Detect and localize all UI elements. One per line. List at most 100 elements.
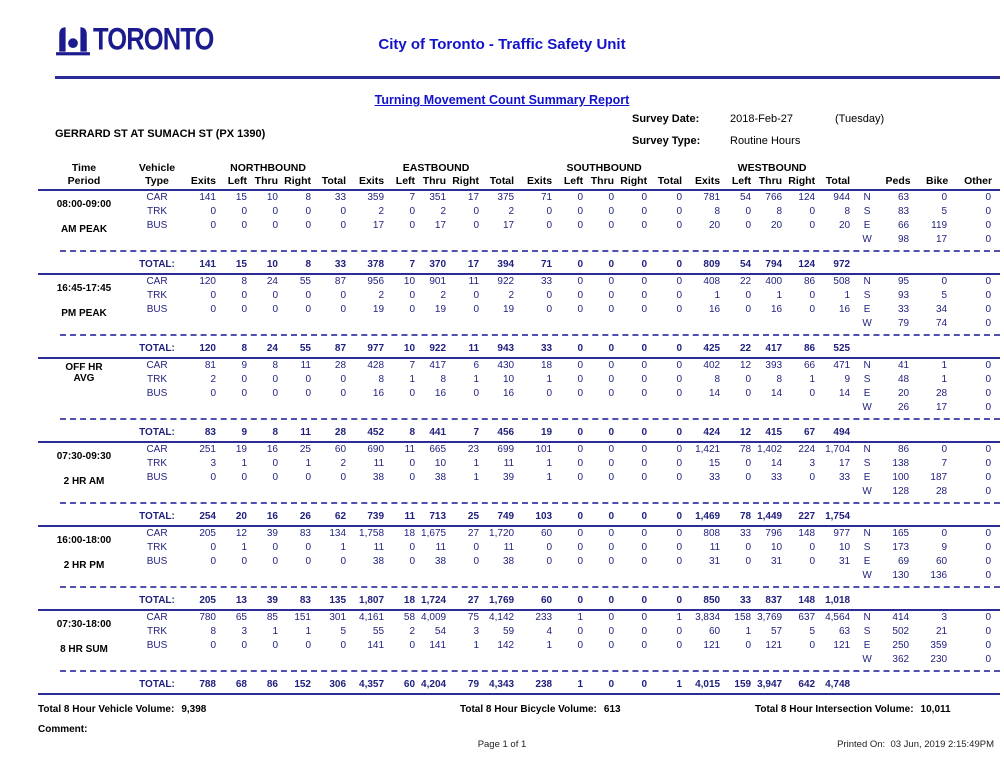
count-cell: 4,142 (489, 612, 515, 623)
table-row: OFF HR AVG CAR 81 9 8 11 28 428 7 417 6 430 18 0 0 0 0 402… (38, 358, 1000, 384)
total-row: TOTAL: 205 13 39 83 135 1,807 18 1,724 27 1,769 60 0… (38, 592, 1001, 611)
intersection-location: GERRARD ST AT SUMACH ST (PX 1390) (55, 128, 266, 140)
count-cell (352, 400, 390, 414)
count-cell: 417 (429, 360, 447, 371)
peds-cell: 250 (892, 639, 910, 651)
count-cell: 665 (429, 444, 447, 455)
count-cell: 9 (844, 373, 851, 385)
count-cell (253, 400, 284, 414)
count-cell: 0 (608, 387, 615, 399)
count-cell: 3 (241, 625, 247, 637)
total-count-cell: 16 (253, 508, 284, 527)
count-cell (558, 568, 589, 582)
total-time-cell (38, 256, 130, 275)
direction-cell: W (862, 401, 872, 413)
table-row: TRK 0 0 0 0 0 2 0 2 0 2 0 0 0 0 0 1 0 1 0 1 S 93 5 0 (38, 288, 1000, 302)
count-cell: 1 (546, 457, 553, 469)
peds-cell: 33 (897, 303, 910, 315)
count-cell: 0 (305, 219, 311, 231)
total-count-cell: 794 (757, 256, 789, 275)
vehicle-type-cell: CAR (146, 192, 168, 203)
other-cell: 0 (985, 373, 992, 385)
count-cell: 0 (305, 205, 311, 217)
count-cell (317, 484, 352, 498)
count-cell: 0 (608, 289, 615, 301)
table-row: W 79 74 0 (38, 316, 1000, 330)
count-cell: 0 (608, 444, 615, 455)
other-cell: 0 (985, 555, 992, 567)
col-header-total: Total (821, 175, 857, 191)
city-hall-icon (55, 22, 91, 58)
time-period-name: PM PEAK (61, 308, 107, 319)
count-cell (184, 568, 222, 582)
count-cell: 4,564 (825, 612, 851, 623)
other-cell: 0 (985, 569, 992, 581)
count-cell (726, 316, 757, 330)
total-count-cell: 11 (284, 424, 317, 443)
count-cell: 11 (503, 541, 515, 553)
count-cell: 0 (641, 360, 648, 371)
peds-cell: 41 (897, 360, 910, 371)
peds-cell: 48 (897, 373, 910, 385)
count-cell: 0 (272, 471, 278, 483)
table-row: BUS 0 0 0 0 0 19 0 19 0 19 0 0 0 0 0 16 0 16 0 16 E 33 34 0 (38, 302, 1000, 316)
count-cell: 0 (641, 528, 648, 539)
total-count-cell: 809 (688, 256, 727, 275)
other-cell: 0 (985, 387, 992, 399)
count-cell: 0 (676, 276, 683, 287)
count-cell (452, 568, 485, 582)
other-cell: 0 (985, 625, 992, 637)
count-cell: 0 (641, 205, 648, 217)
direction-cell: W (862, 653, 872, 665)
time-period-name: 8 HR SUM (60, 644, 108, 655)
spacer-header (878, 161, 918, 175)
direction-cell: S (863, 373, 871, 385)
count-cell (788, 316, 821, 330)
table-row: 08:00-09:00 AM PEAK CAR 141 15 10 8 33 359 7 351 17… (38, 190, 1000, 235)
direction-cell: E (863, 555, 871, 567)
vehicle-type-cell: BUS (146, 219, 168, 231)
direction-cell: E (863, 219, 871, 231)
count-cell: 121 (833, 639, 851, 651)
table-row: TRK 2 0 0 0 0 8 1 8 1 10 1 0 0 0 0 8 0 8 1 9 S 48 1 0 (38, 372, 1000, 386)
count-cell: 33 (739, 528, 752, 539)
count-cell: 11 (373, 457, 385, 469)
table-row: 16:00-18:00 2 HR PM CAR 205 12 39 83 134 1,758 18… (38, 526, 1000, 571)
col-header-left: Left (222, 175, 253, 191)
count-cell (184, 232, 222, 246)
total-side-cell (956, 508, 1001, 527)
total-count-cell: 0 (558, 424, 590, 443)
vehicle-type-cell (130, 652, 184, 666)
count-cell (421, 484, 452, 498)
count-cell: 0 (676, 289, 683, 301)
col-header-total: Total (317, 175, 353, 191)
total-count-cell: 4,204 (421, 676, 453, 695)
count-cell: 0 (210, 289, 216, 301)
total-count-cell: 0 (620, 424, 654, 443)
count-cell: 17 (467, 192, 480, 203)
total-count-cell: 0 (589, 676, 621, 695)
total-count-cell: 713 (421, 508, 453, 527)
count-cell: 38 (502, 555, 515, 567)
vehicle-type-header: Type (130, 175, 184, 191)
total-row: TOTAL: 83 9 8 11 28 452 8 441 7 456 19 0 0 0 0 424 12 415 6… (38, 424, 1001, 443)
count-cell: 0 (608, 471, 615, 483)
count-cell: 0 (745, 205, 752, 217)
count-cell (620, 568, 653, 582)
bike-cell: 17 (935, 233, 948, 245)
table-row: BUS 0 0 0 0 0 16 0 16 0 16 0 0 0 0 0 14 0 14 0 14 E 20 28 0 (38, 386, 1000, 400)
count-cell: 0 (745, 289, 752, 301)
direction-cell: W (862, 485, 872, 497)
count-cell (317, 232, 352, 246)
count-cell: 0 (745, 457, 752, 469)
total-label-cell: TOTAL: (130, 508, 184, 527)
count-cell: 0 (641, 303, 648, 315)
direction-cell: W (862, 317, 872, 329)
count-cell: 38 (372, 471, 385, 483)
vehicle-type-cell: BUS (146, 387, 168, 399)
dashed-line (60, 670, 1001, 672)
count-cell: 400 (765, 276, 783, 287)
count-cell: 0 (809, 303, 816, 315)
total-side-cell (918, 340, 957, 359)
